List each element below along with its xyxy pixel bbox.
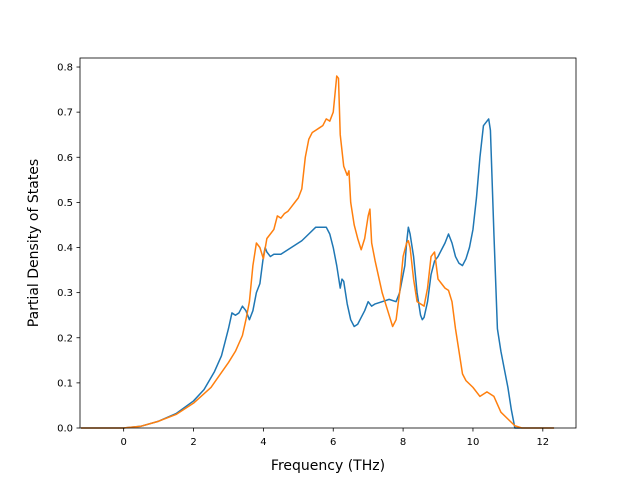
y-tick-label: 0.3 — [57, 288, 73, 299]
y-tick-label: 0.1 — [57, 378, 73, 389]
y-axis: 0.0 0.1 0.2 0.3 0.4 0.5 0.6 0.7 0.8 — [57, 63, 80, 435]
series-line-1 — [81, 118, 555, 429]
y-tick-label: 0.4 — [57, 243, 73, 254]
x-tick-label: 0 — [120, 437, 126, 448]
x-tick-label: 2 — [190, 437, 196, 448]
y-tick-label: 0.0 — [57, 424, 73, 435]
y-tick-label: 0.7 — [57, 108, 73, 119]
x-tick-label: 6 — [330, 437, 336, 448]
x-tick-label: 12 — [536, 437, 549, 448]
y-tick-label: 0.6 — [57, 153, 73, 164]
y-tick-label: 0.8 — [57, 63, 73, 74]
axes-frame — [79, 57, 577, 429]
series-layer — [81, 75, 555, 429]
x-tick-label: 8 — [400, 437, 406, 448]
x-axis-label: Frequency (THz) — [271, 458, 385, 474]
x-tick-label: 10 — [467, 437, 480, 448]
series-line-2 — [81, 75, 555, 429]
y-axis-label: Partial Density of States — [26, 159, 42, 327]
x-tick-label: 4 — [260, 437, 266, 448]
x-axis: 0 2 4 6 8 10 12 — [120, 428, 549, 448]
y-tick-label: 0.2 — [57, 333, 73, 344]
y-tick-label: 0.5 — [57, 198, 73, 209]
